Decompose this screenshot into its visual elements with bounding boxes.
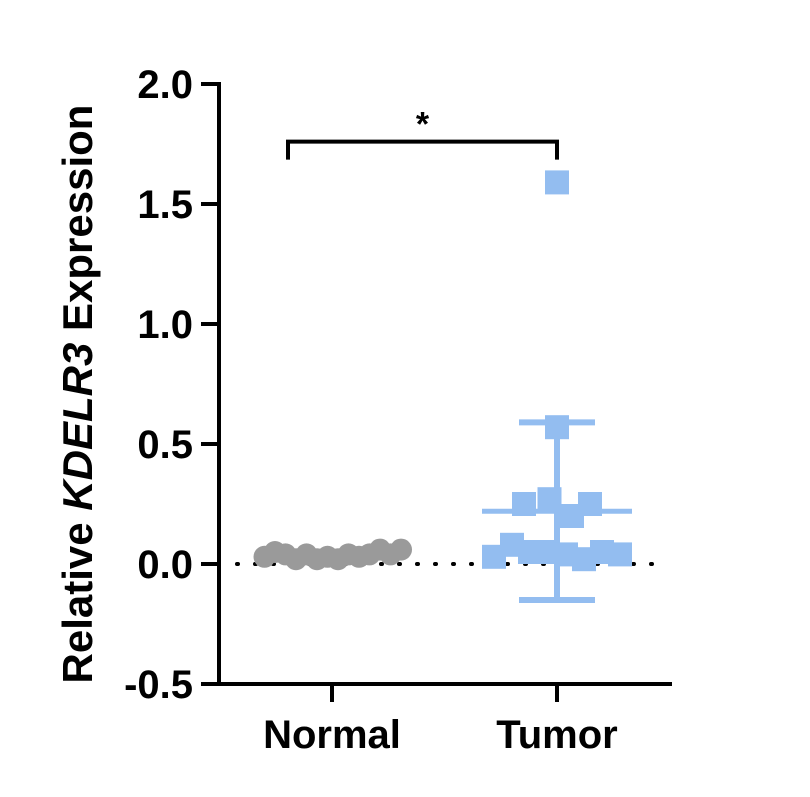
data-point-tumor: [578, 492, 602, 516]
y-axis-label: Relative KDELR3 Expression: [54, 105, 101, 684]
y-tick-label: -0.5: [124, 663, 193, 707]
y-axis-label-part-2: Expression: [54, 105, 101, 343]
data-point-normal: [390, 538, 412, 561]
y-tick-label: 1.0: [137, 303, 193, 347]
data-points: [253, 170, 632, 572]
x-tick-label-normal: Normal: [263, 713, 401, 757]
data-point-tumor: [608, 542, 632, 567]
data-point-tumor: [537, 487, 562, 512]
y-tick-label: 0.5: [137, 423, 193, 467]
y-tick-label: 1.5: [137, 183, 193, 227]
data-point-tumor: [512, 492, 536, 516]
data-point-tumor: [545, 170, 569, 195]
y-tick-label: 2.0: [137, 63, 193, 107]
x-tick-label-tumor: Tumor: [496, 713, 617, 757]
significance-line: [286, 139, 559, 160]
data-point-tumor: [545, 415, 569, 440]
y-axis-label-part-0: Relative: [54, 511, 101, 684]
y-axis-label-part-1: KDELR3: [54, 343, 101, 511]
y-tick-label: 0.0: [137, 543, 193, 587]
significance-bracket: *: [286, 106, 559, 160]
significance-label: *: [416, 106, 430, 144]
axes: -0.5 0.0 0.5 1.0 1.5 2.0 Normal Tumor: [124, 63, 672, 757]
